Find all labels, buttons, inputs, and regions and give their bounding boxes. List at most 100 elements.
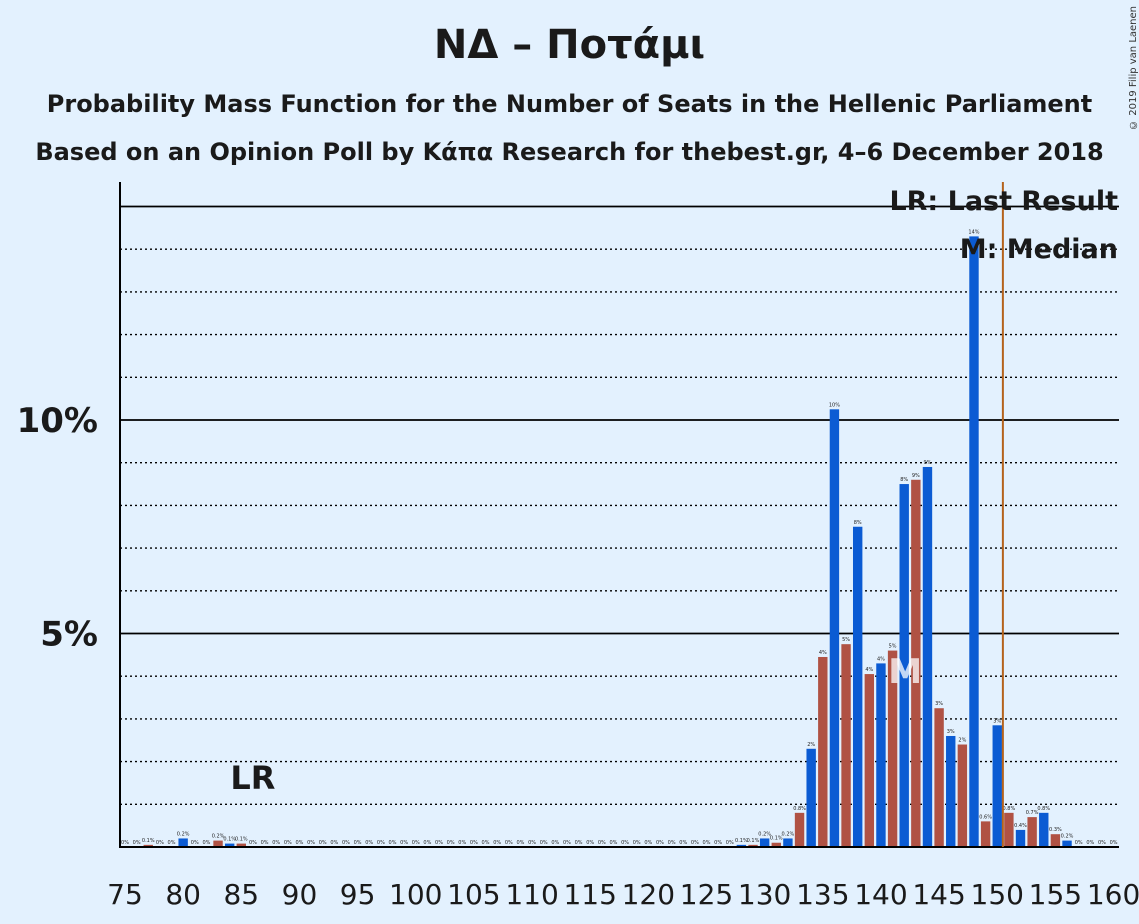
bar-label-seat-151: 0.8% — [1003, 806, 1016, 812]
bar-label-seat-91: 0% — [307, 840, 315, 846]
bar-label-seat-155: 0.3% — [1049, 827, 1062, 833]
bar-label-seat-147: 2% — [958, 738, 966, 744]
bar-seat-77 — [143, 844, 153, 847]
bar-label-seat-160: 0% — [1110, 840, 1118, 846]
bar-label-seat-130: 0.2% — [758, 831, 771, 837]
x-tick-label-80: 80 — [165, 878, 201, 911]
x-tick-label-140: 140 — [854, 878, 907, 911]
bar-label-seat-140: 4% — [877, 656, 885, 662]
bar-seat-138 — [852, 526, 863, 847]
chart-subtitle: Probability Mass Function for the Number… — [46, 90, 1093, 118]
bar-seat-139 — [864, 674, 875, 847]
x-tick-label-85: 85 — [223, 878, 259, 911]
bar-label-seat-136: 10% — [829, 402, 840, 408]
bar-label-seat-128: 0.1% — [735, 838, 748, 844]
x-tick-label-160: 160 — [1087, 878, 1139, 911]
bar-seat-147 — [957, 744, 968, 847]
bar-label-seat-84: 0.1% — [223, 837, 236, 843]
bar-label-seat-142: 8% — [900, 477, 908, 483]
bar-label-seat-80: 0.2% — [177, 831, 190, 837]
bar-label-seat-150: 3% — [993, 718, 1001, 724]
bar-label-seat-79: 0% — [168, 840, 176, 846]
x-tick-label-95: 95 — [340, 878, 376, 911]
bar-label-seat-141: 5% — [889, 644, 897, 650]
bar-label-seat-98: 0% — [389, 840, 397, 846]
bar-label-seat-76: 0% — [133, 840, 141, 846]
bar-seat-150 — [992, 725, 1002, 847]
bar-label-seat-145: 3% — [935, 701, 943, 707]
bar-label-seat-93: 0% — [330, 840, 338, 846]
bar-label-seat-115: 0% — [586, 840, 594, 846]
bar-label-seat-81: 0% — [191, 840, 199, 846]
bar-label-seat-104: 0% — [458, 840, 466, 846]
bar-label-seat-133: 0.8% — [793, 806, 806, 812]
bar-label-seat-131: 0.1% — [770, 836, 783, 842]
bar-label-seat-132: 0.2% — [782, 831, 795, 837]
bar-label-seat-78: 0% — [156, 840, 164, 846]
bar-label-seat-100: 0% — [412, 840, 420, 846]
bar-seat-140 — [876, 663, 886, 847]
bar-label-seat-117: 0% — [609, 840, 617, 846]
bar-label-seat-143: 9% — [912, 473, 920, 479]
bar-seat-155 — [1050, 834, 1061, 847]
bar-label-seat-139: 4% — [865, 667, 873, 673]
bar-label-seat-119: 0% — [633, 840, 641, 846]
bar-label-seat-114: 0% — [575, 840, 583, 846]
bar-seat-130 — [759, 838, 770, 847]
x-tick-label-105: 105 — [447, 878, 500, 911]
bar-label-seat-103: 0% — [447, 840, 455, 846]
bar-label-seat-135: 4% — [819, 650, 827, 656]
x-tick-label-115: 115 — [563, 878, 616, 911]
bar-label-seat-99: 0% — [400, 840, 408, 846]
bar-seat-148 — [969, 236, 979, 847]
bar-seat-145 — [934, 708, 944, 847]
bar-label-seat-157: 0% — [1075, 840, 1083, 846]
x-tick-label-90: 90 — [282, 878, 318, 911]
bar-label-seat-113: 0% — [563, 840, 571, 846]
bar-label-seat-116: 0% — [598, 840, 606, 846]
bar-seat-156 — [1062, 840, 1072, 847]
bar-label-seat-123: 0% — [679, 840, 687, 846]
x-tick-label-155: 155 — [1029, 878, 1082, 911]
bar-label-seat-94: 0% — [342, 840, 350, 846]
bar-label-seat-109: 0% — [516, 840, 524, 846]
bar-seat-153 — [1027, 817, 1037, 847]
bar-label-seat-90: 0% — [295, 840, 303, 846]
bar-seat-151 — [1004, 812, 1014, 847]
bar-label-seat-112: 0% — [551, 840, 559, 846]
legend-last-result: LR: Last Result — [889, 186, 1118, 217]
x-tick-label-120: 120 — [622, 878, 675, 911]
x-tick-label-100: 100 — [389, 878, 442, 911]
bar-label-seat-125: 0% — [703, 840, 711, 846]
bar-seat-85 — [236, 843, 246, 847]
bar-label-seat-122: 0% — [668, 840, 676, 846]
bar-label-seat-148: 14% — [968, 229, 979, 235]
bar-label-seat-85: 0.1% — [235, 837, 248, 843]
bar-label-seat-111: 0% — [540, 840, 548, 846]
bar-label-seat-156: 0.2% — [1061, 834, 1074, 840]
bar-seat-152 — [1015, 829, 1026, 847]
bar-label-seat-134: 2% — [807, 742, 815, 748]
bar-label-seat-107: 0% — [493, 840, 501, 846]
bar-seat-83 — [213, 840, 223, 847]
x-tick-label-150: 150 — [971, 878, 1024, 911]
chart-title: ΝΔ – Ποτάμι — [433, 22, 706, 68]
bar-label-seat-110: 0% — [528, 840, 536, 846]
x-tick-label-130: 130 — [738, 878, 791, 911]
bar-seat-135 — [818, 656, 828, 847]
chart-source-line: Based on an Opinion Poll by Κάπα Researc… — [35, 138, 1104, 166]
bar-label-seat-153: 0.7% — [1026, 810, 1039, 816]
bar-label-seat-118: 0% — [621, 840, 629, 846]
bar-label-seat-89: 0% — [284, 840, 292, 846]
bar-label-seat-102: 0% — [435, 840, 443, 846]
bar-label-seat-108: 0% — [505, 840, 513, 846]
bar-series — [143, 236, 1072, 847]
bar-label-seat-83: 0.2% — [212, 834, 225, 840]
bar-label-seat-120: 0% — [644, 840, 652, 846]
bar-label-seat-127: 0% — [726, 840, 734, 846]
bar-label-seat-152: 0.4% — [1014, 823, 1027, 829]
y-tick-label-10: 10% — [17, 401, 98, 441]
bar-label-seat-105: 0% — [470, 840, 478, 846]
bar-label-seat-154: 0.8% — [1037, 806, 1050, 812]
